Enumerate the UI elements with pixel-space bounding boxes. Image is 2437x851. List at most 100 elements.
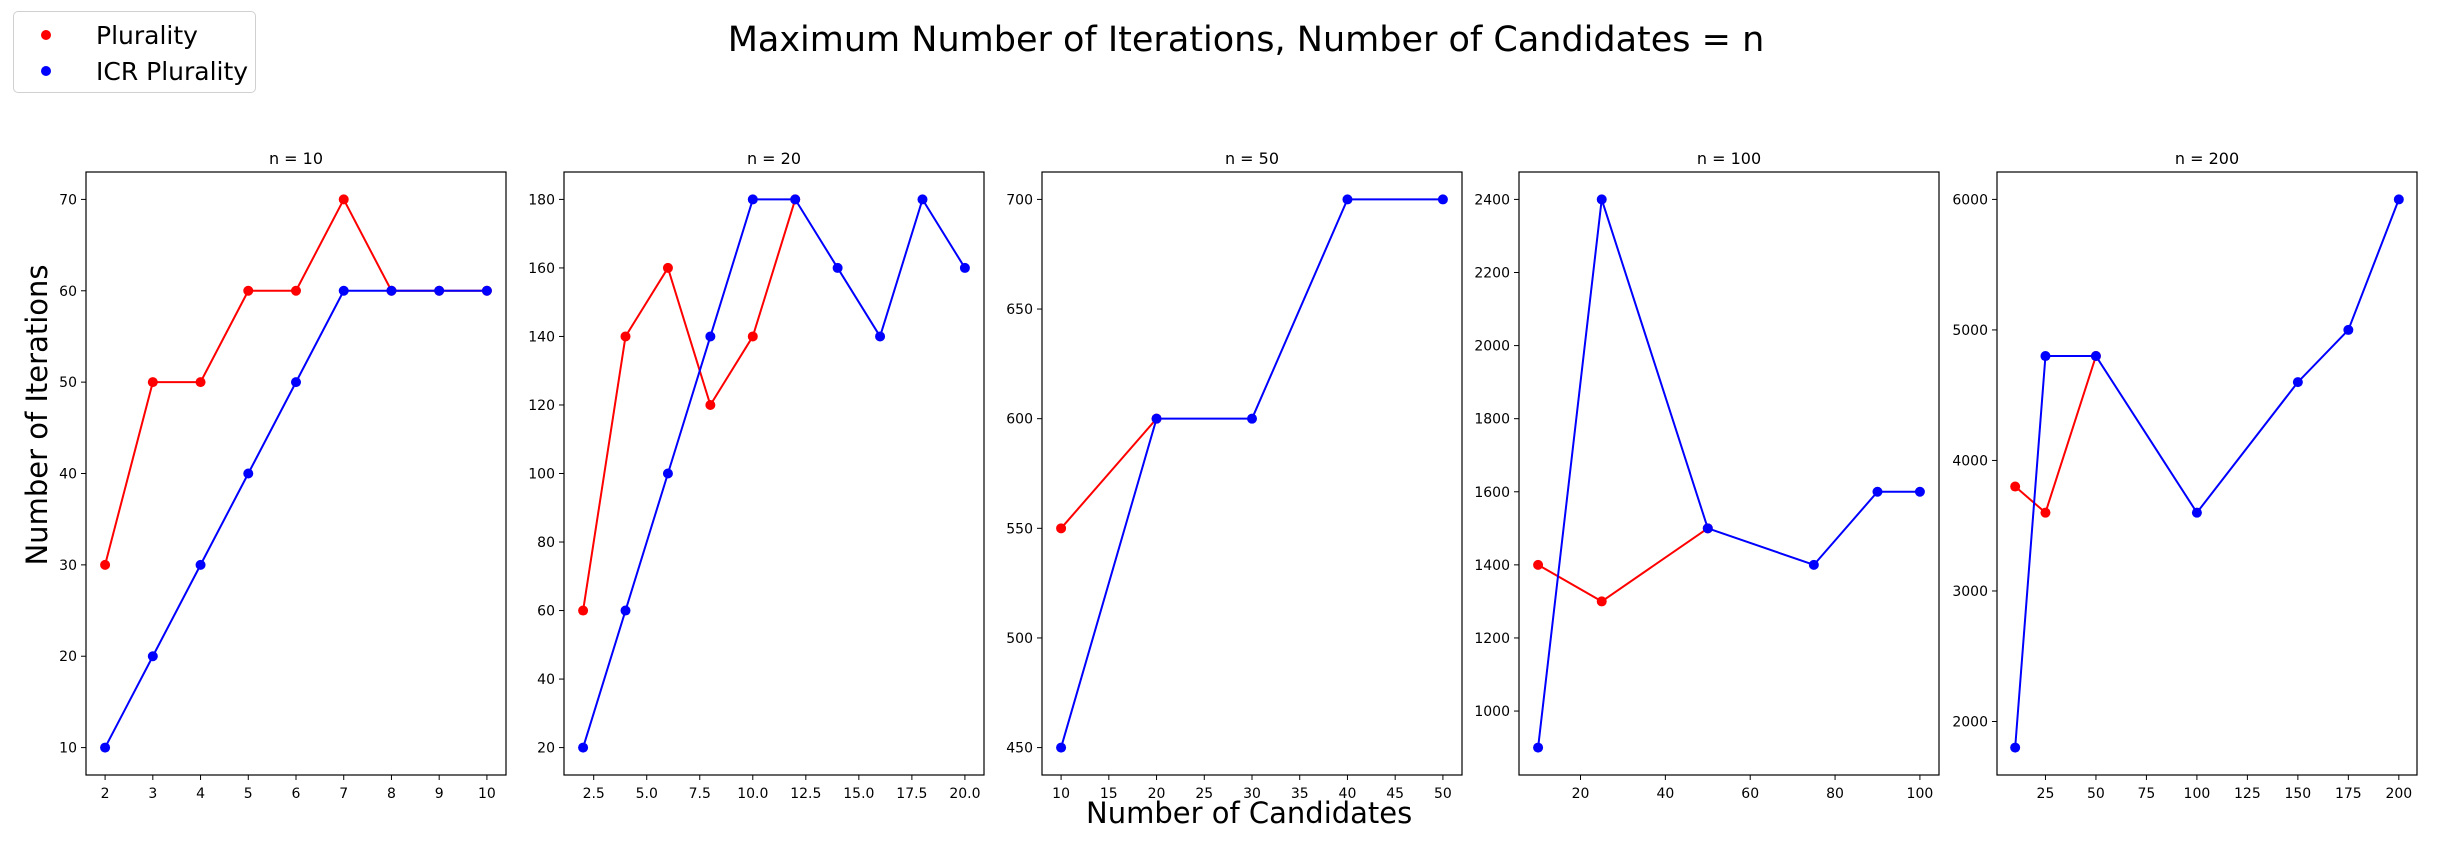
panel-2-ytick-label: 140 [528,329,555,345]
panel-4-axes-frame [1518,171,1940,776]
legend-marker-plurality [41,30,51,40]
panel-3-icr-plurality-point [1056,742,1067,753]
panel-2-title: n = 20 [747,149,801,168]
panel-1-plurality-point [195,377,206,388]
panel-5-xtick-label: 175 [2335,786,2362,802]
panel-5-icr-plurality-point [2040,351,2051,362]
panel-1-xtick-label: 8 [387,786,396,802]
panel-4-ytick-label: 2400 [1474,192,1510,208]
panel-2-ytick-label: 100 [528,467,555,483]
panel-4-icr-plurality-point [1596,194,1607,205]
panel-5-icr-plurality-point [2292,377,2303,388]
panel-2-icr-plurality-point [747,194,758,205]
panel-4-title: n = 100 [1697,149,1761,168]
legend: Plurality ICR Plurality [13,11,256,93]
panel-1-xtick-label: 2 [101,786,110,802]
panel-4-xtick-label: 40 [1656,786,1674,802]
panel-1-icr-plurality-point [195,559,206,570]
panel-2-xtick-label: 20.0 [949,786,980,802]
panel-3-plurality-line [1060,418,1158,529]
panel-4-ytick-label: 1200 [1474,631,1510,647]
y-axis-label: Number of Iterations [20,264,54,566]
panel-2-icr-plurality-point [662,468,673,479]
panel-2-xtick-label: 7.5 [689,786,711,802]
legend-label-icr-plurality: ICR Plurality [96,56,249,86]
panel-4-xtick-label: 80 [1826,786,1844,802]
panel-2-ytick-label: 40 [537,672,555,688]
panel-3-axes-frame [1041,171,1463,776]
panel-2-icr-plurality-point [917,194,928,205]
panel-4-plurality-point [1596,596,1607,607]
panel-3-xtick-label: 35 [1291,786,1309,802]
panel-5-xtick-label: 200 [2385,786,2412,802]
panel-1-title: n = 10 [269,149,323,168]
panel-2-icr-plurality-point [832,262,843,273]
figure-title: Maximum Number of Iterations, Number of … [727,20,1765,60]
panel-3-icr-plurality-line [1060,198,1443,748]
panel-2-ytick-label: 80 [537,535,555,551]
panel-5-ytick-label: 2000 [1952,714,1988,730]
panel-1-xtick-label: 3 [148,786,157,802]
panel-5-ytick-label: 3000 [1952,584,1988,600]
panel-4-ytick-label: 1400 [1474,558,1510,574]
panel-5-title: n = 200 [2175,149,2239,168]
panel-3-plurality-point [1056,523,1067,534]
panel-3-xtick-label: 10 [1052,786,1070,802]
panel-3-ytick-label: 450 [1006,741,1033,757]
panel-2-xtick-label: 17.5 [896,786,927,802]
panel-3-xtick-label: 30 [1243,786,1261,802]
panel-2-xtick-label: 15.0 [843,786,874,802]
panel-2-plurality-point [747,331,758,342]
panel-5-xtick-label: 125 [2234,786,2261,802]
panel-4-icr-plurality-point [1914,486,1925,497]
panel-5-icr-plurality-point [2090,351,2101,362]
panel-2-icr-plurality-point [959,262,970,273]
panel-3-xtick-label: 40 [1339,786,1357,802]
panel-1-xtick-label: 6 [292,786,301,802]
panel-1-xtick-label: 7 [339,786,348,802]
panel-1-icr-plurality-point [291,377,301,388]
panel-3-ytick-label: 550 [1006,521,1033,537]
panel-1-icr-plurality-point [434,285,445,296]
panel-4-xtick-label: 60 [1741,786,1759,802]
panel-3-ytick-label: 700 [1006,192,1033,208]
panel-2-ytick-label: 180 [528,192,555,208]
legend-item-icr-plurality: ICR Plurality [41,56,248,86]
panel-3-xtick-label: 25 [1195,786,1213,802]
panel-2-icr-plurality-point [705,331,716,342]
panel-5-ytick-label: 5000 [1952,323,1988,339]
panel-1-icr-plurality-point [386,285,397,296]
panel-4-icr-plurality-point [1533,742,1544,753]
panel-1-plurality-point [100,559,111,570]
panel-2-icr-plurality-point [875,331,886,342]
panel-1-ytick-label: 40 [59,467,77,483]
panel-2-icr-plurality-line [582,198,966,748]
panel-2-axes-frame [563,171,985,776]
panel-1-xtick-label: 9 [435,786,444,802]
panel-3-icr-plurality-point [1247,413,1257,424]
panel-5-plurality-line [2014,355,2097,514]
panel-1-ytick-label: 30 [59,558,77,574]
panel-2-plurality-point [662,262,673,273]
panel-1-ytick-label: 10 [59,741,77,757]
panel-1-xtick-label: 4 [196,786,205,802]
panel-5-xtick-label: 25 [2037,786,2055,802]
panel-1-plurality-point [291,285,301,296]
panel-1-plurality-point [338,194,349,205]
panel-2-xtick-label: 2.5 [583,786,605,802]
panel-5-xtick-label: 50 [2087,786,2105,802]
panel-2-ytick-label: 160 [528,261,555,277]
panel-5-icr-plurality-point [2393,194,2404,205]
panel-2-xtick-label: 10.0 [737,786,768,802]
panel-1-plurality-point [243,285,254,296]
panel-2-plurality-point [705,399,716,410]
panel-4-ytick-label: 2000 [1474,339,1510,355]
panel-2-plurality-point [620,331,631,342]
panel-3-icr-plurality-point [1151,413,1162,424]
panel-1-ytick-label: 20 [59,649,77,665]
panel-3-xtick-label: 20 [1148,786,1166,802]
panel-4-ytick-label: 2200 [1474,266,1510,282]
panel-1-icr-plurality-line [104,289,487,749]
panel-1-xtick-label: 5 [244,786,253,802]
panel-5-ytick-label: 6000 [1952,192,1988,208]
